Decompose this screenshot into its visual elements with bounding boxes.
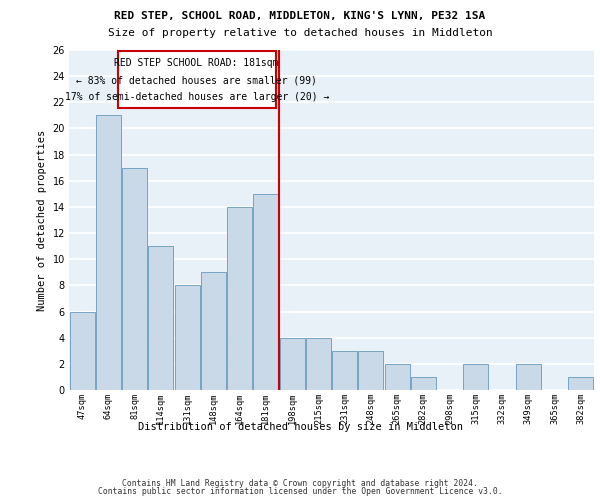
Bar bbox=[253, 194, 278, 390]
Bar bbox=[332, 351, 357, 390]
Bar bbox=[516, 364, 541, 390]
Text: 17% of semi-detached houses are larger (20) →: 17% of semi-detached houses are larger (… bbox=[65, 92, 329, 102]
Bar bbox=[148, 246, 173, 390]
Bar bbox=[201, 272, 226, 390]
Text: RED STEP, SCHOOL ROAD, MIDDLETON, KING'S LYNN, PE32 1SA: RED STEP, SCHOOL ROAD, MIDDLETON, KING'S… bbox=[115, 11, 485, 21]
Bar bbox=[385, 364, 410, 390]
Text: ← 83% of detached houses are smaller (99): ← 83% of detached houses are smaller (99… bbox=[76, 76, 317, 86]
Bar bbox=[463, 364, 488, 390]
Text: RED STEP SCHOOL ROAD: 181sqm: RED STEP SCHOOL ROAD: 181sqm bbox=[115, 58, 279, 68]
Bar bbox=[122, 168, 147, 390]
Text: Distribution of detached houses by size in Middleton: Distribution of detached houses by size … bbox=[137, 422, 463, 432]
Y-axis label: Number of detached properties: Number of detached properties bbox=[37, 130, 47, 310]
Text: Size of property relative to detached houses in Middleton: Size of property relative to detached ho… bbox=[107, 28, 493, 38]
Bar bbox=[96, 116, 121, 390]
Bar bbox=[280, 338, 305, 390]
Bar bbox=[411, 377, 436, 390]
Text: Contains HM Land Registry data © Crown copyright and database right 2024.: Contains HM Land Registry data © Crown c… bbox=[122, 478, 478, 488]
Bar bbox=[175, 286, 200, 390]
Bar bbox=[358, 351, 383, 390]
Bar bbox=[70, 312, 95, 390]
Text: Contains public sector information licensed under the Open Government Licence v3: Contains public sector information licen… bbox=[98, 487, 502, 496]
FancyBboxPatch shape bbox=[118, 52, 276, 108]
Bar bbox=[227, 207, 252, 390]
Bar bbox=[568, 377, 593, 390]
Bar bbox=[306, 338, 331, 390]
